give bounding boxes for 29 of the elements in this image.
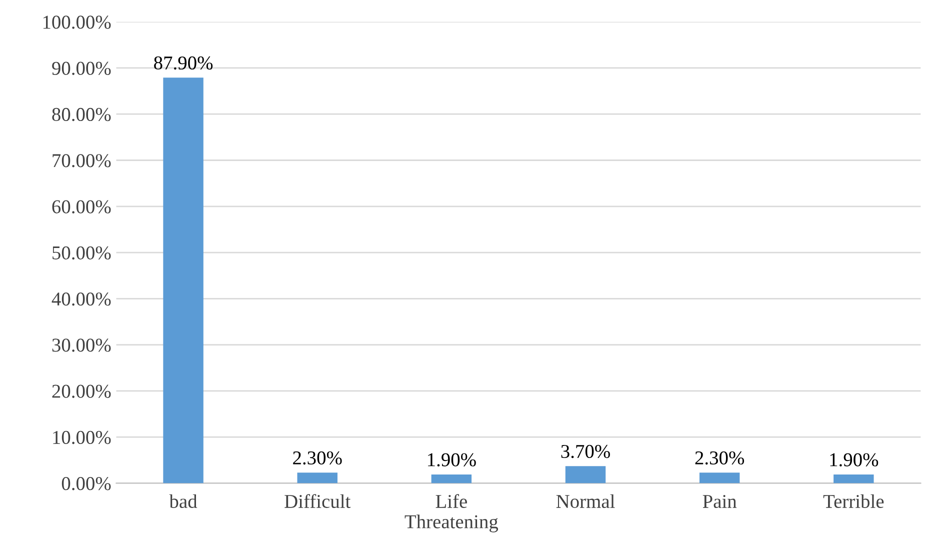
y-tick-label: 0.00% bbox=[62, 477, 111, 490]
data-label: 3.70% bbox=[561, 444, 610, 458]
y-tick-label: 80.00% bbox=[52, 108, 111, 122]
bar bbox=[297, 472, 338, 484]
bar bbox=[565, 466, 606, 484]
bar bbox=[431, 474, 472, 484]
y-tick-label: 100.00% bbox=[43, 16, 111, 29]
data-label: 87.90% bbox=[154, 56, 213, 70]
data-label: 2.30% bbox=[695, 451, 744, 465]
x-tick-label: Pain bbox=[702, 494, 737, 508]
data-label: 2.30% bbox=[293, 451, 342, 465]
bar bbox=[163, 78, 204, 484]
bar bbox=[699, 472, 740, 484]
y-tick-label: 60.00% bbox=[52, 200, 111, 214]
x-tick-label: Normal bbox=[556, 494, 615, 508]
data-label: 1.90% bbox=[830, 453, 878, 466]
y-tick-label: 30.00% bbox=[52, 338, 111, 352]
y-tick-label: 10.00% bbox=[53, 430, 111, 444]
x-tick-label: Difficult bbox=[284, 494, 351, 508]
x-tick-label: Life Threatening bbox=[404, 494, 498, 532]
y-tick-label: 90.00% bbox=[52, 62, 111, 75]
y-tick-label: 20.00% bbox=[52, 384, 111, 398]
x-tick-label: Terrible bbox=[823, 494, 884, 508]
bar bbox=[834, 474, 874, 484]
y-tick-label: 50.00% bbox=[52, 246, 111, 260]
y-tick-label: 40.00% bbox=[52, 292, 111, 306]
data-label: 1.90% bbox=[428, 453, 476, 466]
x-tick-label: bad bbox=[169, 494, 198, 508]
y-tick-label: 70.00% bbox=[52, 154, 111, 168]
